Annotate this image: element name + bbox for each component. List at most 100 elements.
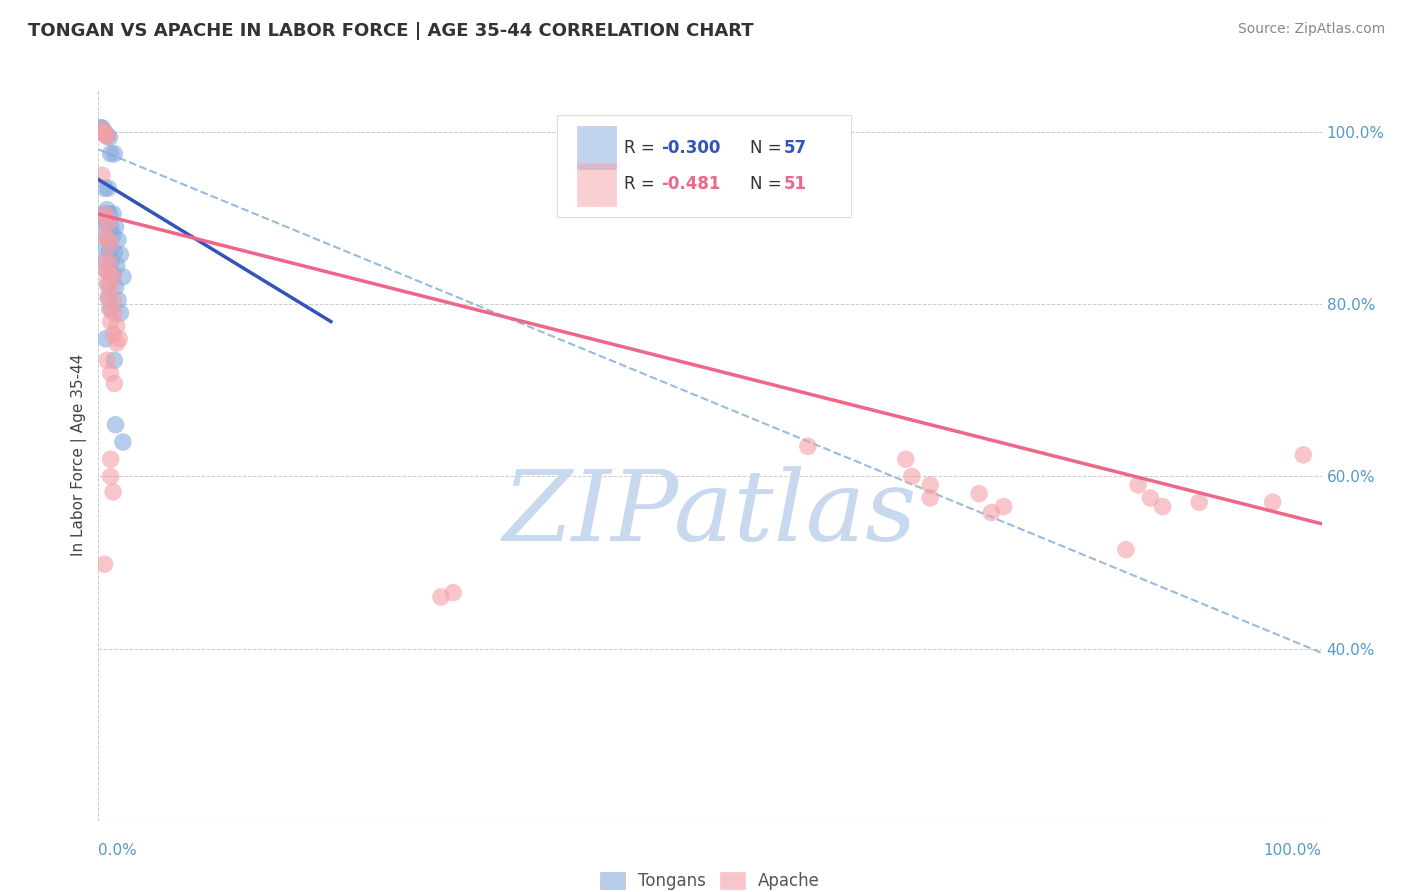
Point [100,146,122,161]
Point [101,267,124,281]
Point [94,254,117,268]
Point [97,181,120,195]
Point [100,469,122,483]
FancyBboxPatch shape [576,126,616,169]
Point [96,128,118,143]
Point [797,439,820,453]
Point [430,590,453,604]
Point [103,146,125,161]
Point [98,267,121,281]
Point [101,327,124,342]
Point [894,452,917,467]
Point [101,293,124,307]
Text: N =: N = [751,139,787,157]
FancyBboxPatch shape [576,162,616,206]
Point [100,452,122,467]
Text: 57: 57 [783,139,807,157]
Point [97,233,120,247]
Point [93,216,115,230]
Point [101,207,124,221]
Point [96,353,118,368]
Point [93,127,115,141]
Text: N =: N = [751,176,787,194]
Text: Source: ZipAtlas.com: Source: ZipAtlas.com [1237,22,1385,37]
Text: 51: 51 [783,176,807,194]
Point [91,120,114,135]
Point [93,558,115,572]
Point [101,269,124,284]
Point [111,435,134,450]
Point [98,256,121,270]
Point [94,127,117,141]
Point [107,293,129,307]
Point [90,120,112,135]
Y-axis label: In Labor Force | Age 35-44: In Labor Force | Age 35-44 [72,354,87,556]
Point [104,280,127,294]
Text: R =: R = [624,176,661,194]
Point [93,181,115,195]
Point [101,228,124,243]
Text: ZIPatlas: ZIPatlas [503,466,917,561]
Point [93,207,115,221]
Point [967,486,990,500]
Point [100,314,122,328]
Point [105,318,128,333]
Point [104,219,127,234]
Point [100,219,122,234]
Point [94,263,117,277]
Point [96,202,118,217]
Point [110,306,132,320]
Point [94,228,117,243]
Point [100,256,122,270]
Point [98,130,121,145]
Point [98,244,121,258]
Point [993,500,1015,514]
Point [1152,500,1174,514]
Point [98,207,121,221]
Point [103,353,125,368]
Text: TONGAN VS APACHE IN LABOR FORCE | AGE 35-44 CORRELATION CHART: TONGAN VS APACHE IN LABOR FORCE | AGE 35… [28,22,754,40]
Point [91,125,114,139]
Point [96,216,118,230]
Text: -0.481: -0.481 [661,176,720,194]
Point [100,301,122,316]
Point [91,125,114,139]
Point [1139,491,1161,505]
Point [96,276,118,290]
Point [97,290,120,304]
Point [94,241,117,255]
Point [94,332,117,346]
Point [97,278,120,293]
Point [901,469,924,483]
Point [94,252,117,267]
Point [98,301,121,316]
Point [1292,448,1315,462]
Point [980,506,1002,520]
Point [1115,542,1137,557]
FancyBboxPatch shape [557,115,851,218]
Text: 0.0%: 0.0% [98,843,138,858]
Point [107,233,129,247]
Point [96,129,118,144]
Point [103,306,125,320]
Point [920,491,942,505]
Point [96,211,118,226]
Point [104,417,127,432]
Point [93,207,115,221]
Point [1128,478,1150,492]
Text: R =: R = [624,139,661,157]
Point [110,247,132,261]
Point [100,366,122,380]
Point [91,168,114,182]
Point [97,290,120,304]
Point [105,259,128,273]
Point [111,269,134,284]
Point [101,484,124,499]
Point [100,280,122,294]
Point [97,216,120,230]
Point [441,585,464,599]
Point [90,122,112,136]
Point [100,237,122,252]
Point [1261,495,1284,509]
Point [97,233,120,247]
